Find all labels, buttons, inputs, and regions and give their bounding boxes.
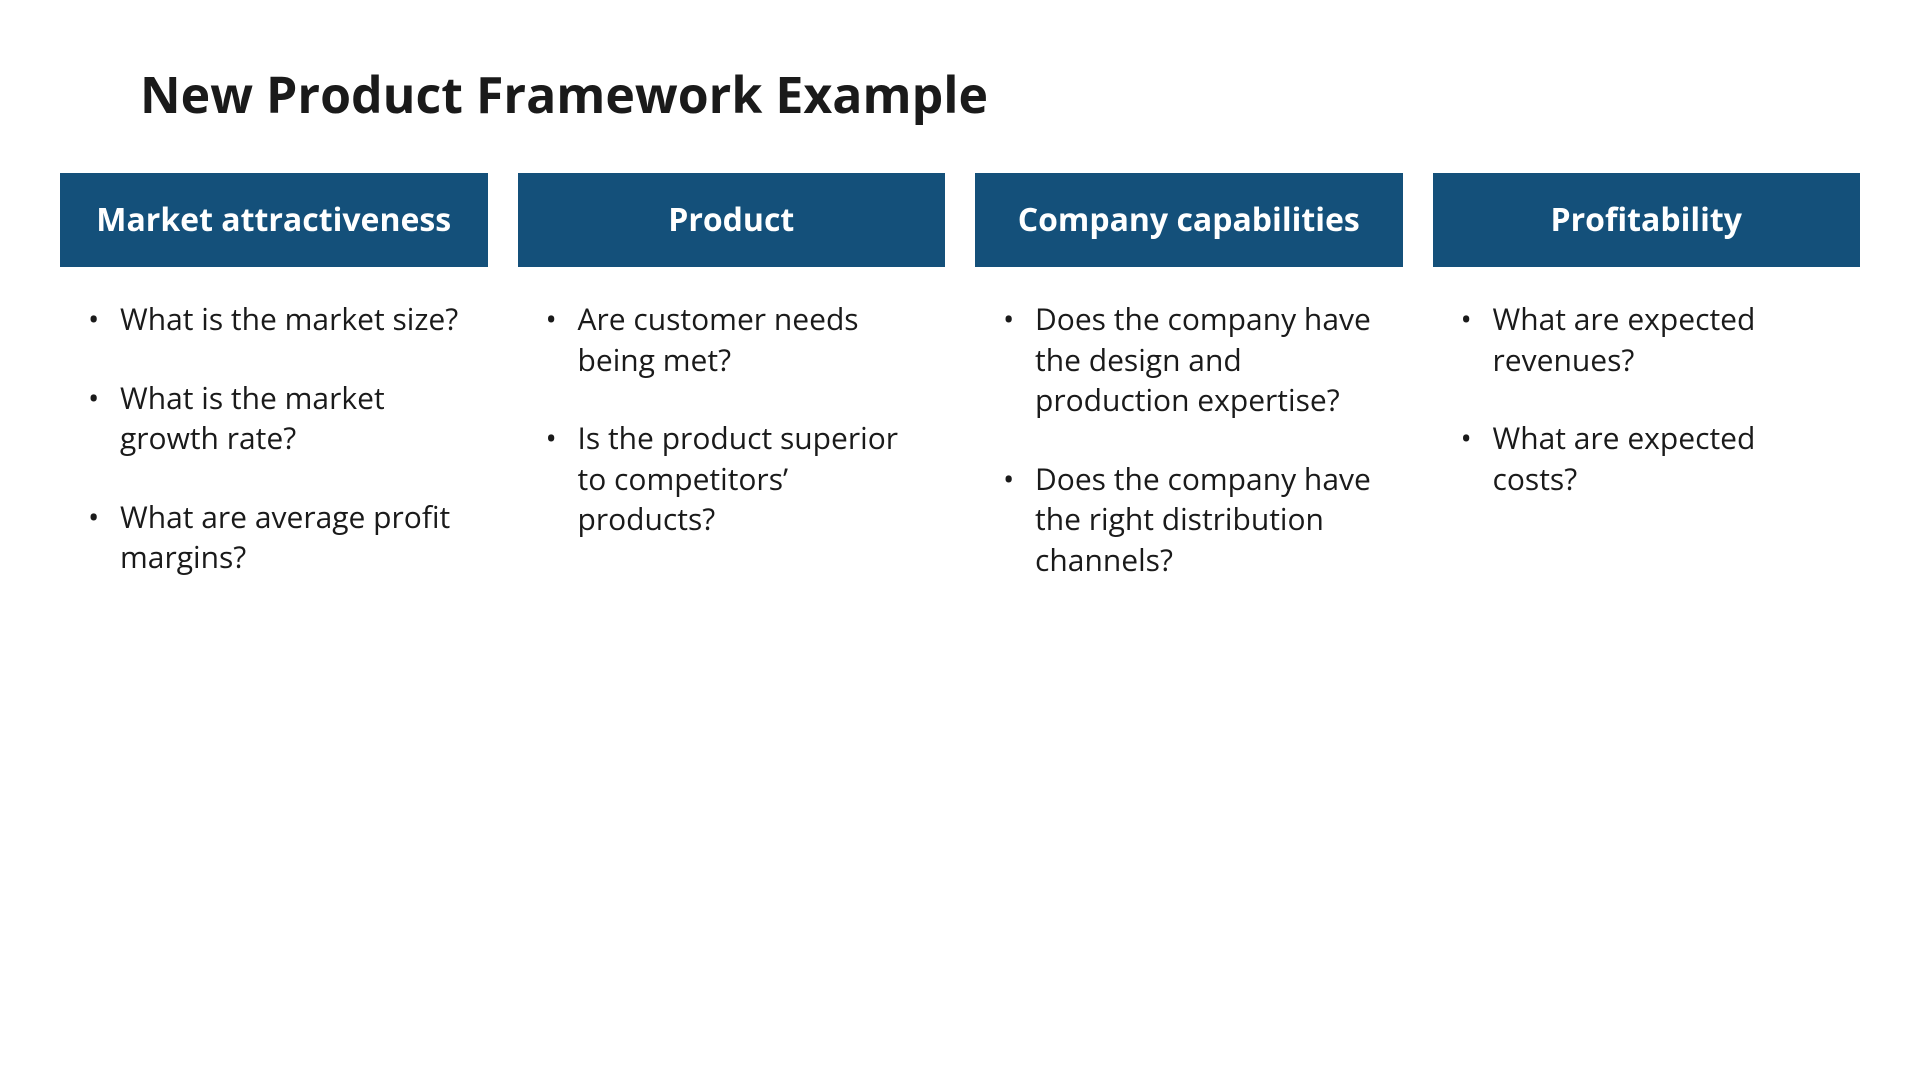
list-item: Is the product superior to competitors’ … xyxy=(538,418,926,540)
framework-columns: Market attractiveness What is the market… xyxy=(60,173,1860,618)
column-market-attractiveness: Market attractiveness What is the market… xyxy=(60,173,488,618)
list-item: What is the market growth rate? xyxy=(80,378,468,459)
bullet-list: What are expected revenues? What are exp… xyxy=(1433,267,1861,499)
list-item: Does the company have the design and pro… xyxy=(995,299,1383,421)
column-header: Profitability xyxy=(1433,173,1861,267)
column-header: Product xyxy=(518,173,946,267)
column-profitability: Profitability What are expected revenues… xyxy=(1433,173,1861,618)
column-header: Market attractiveness xyxy=(60,173,488,267)
column-company-capabilities: Company capabilities Does the company ha… xyxy=(975,173,1403,618)
column-header: Company capabilities xyxy=(975,173,1403,267)
bullet-list: What is the market size? What is the mar… xyxy=(60,267,488,578)
column-product: Product Are customer needs being met? Is… xyxy=(518,173,946,618)
bullet-list: Does the company have the design and pro… xyxy=(975,267,1403,580)
bullet-list: Are customer needs being met? Is the pro… xyxy=(518,267,946,540)
page-title: New Product Framework Example xyxy=(140,60,1860,128)
list-item: Are customer needs being met? xyxy=(538,299,926,380)
list-item: Does the company have the right distribu… xyxy=(995,459,1383,581)
list-item: What are expected costs? xyxy=(1453,418,1841,499)
list-item: What is the market size? xyxy=(80,299,468,340)
list-item: What are average profit margins? xyxy=(80,497,468,578)
list-item: What are expected revenues? xyxy=(1453,299,1841,380)
